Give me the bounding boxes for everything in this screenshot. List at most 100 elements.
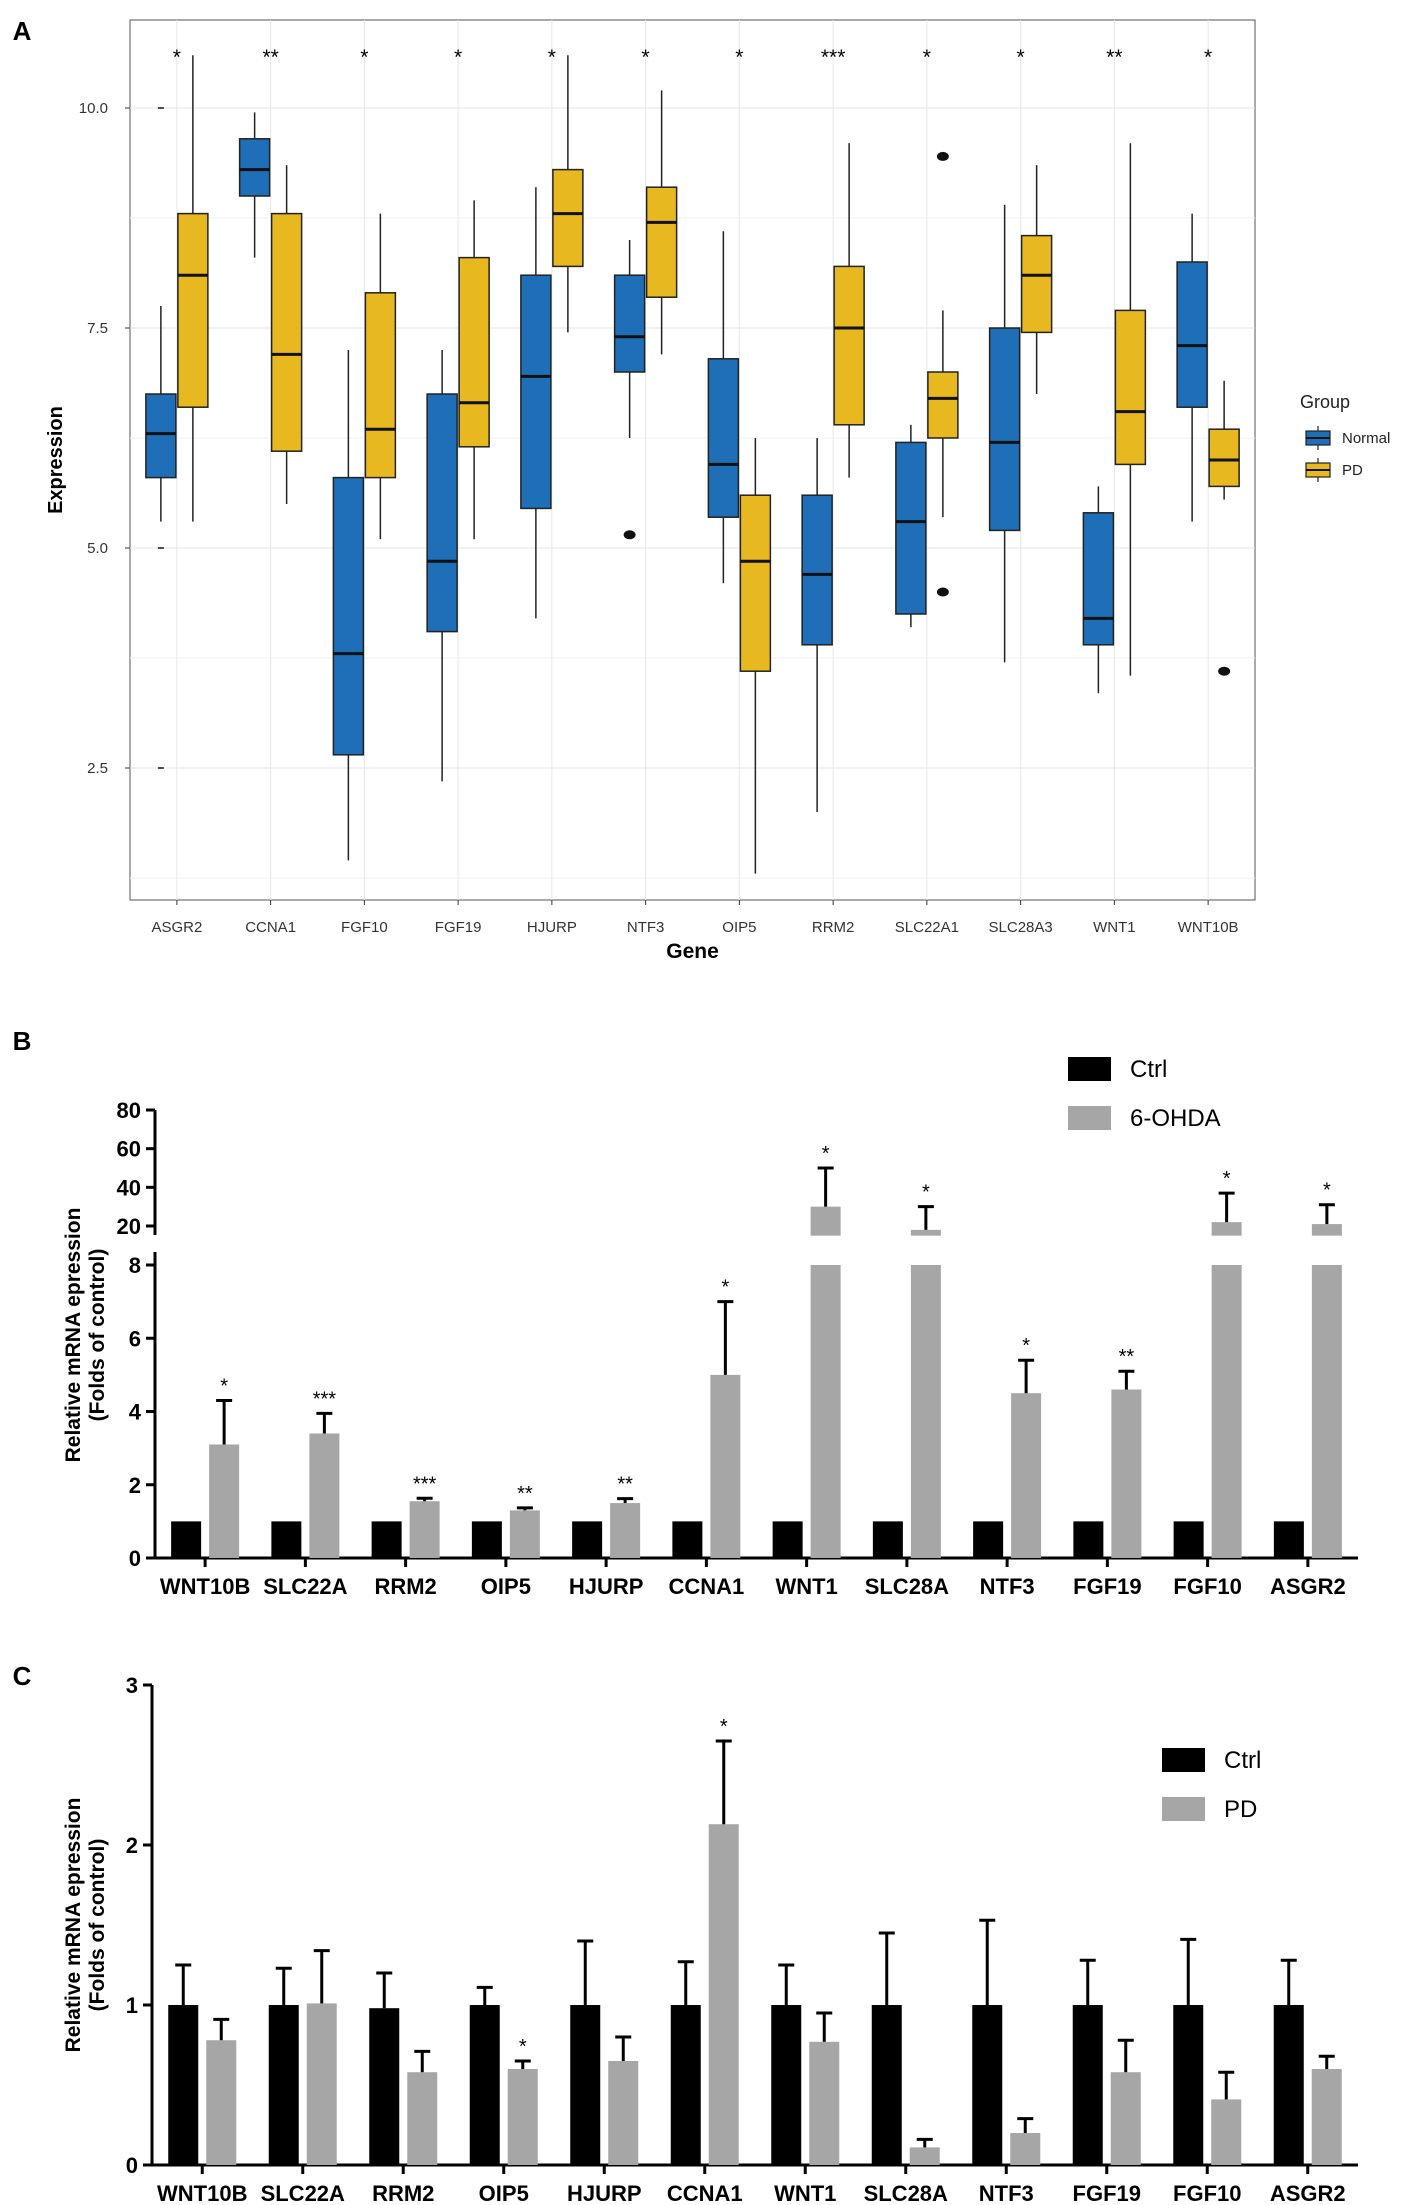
box-normal (707, 358, 740, 518)
bar-ctrl (771, 2005, 802, 2165)
x-tick-label: RRM2 (372, 2181, 434, 2205)
outlier-point (936, 151, 949, 161)
bar-ctrl (268, 2005, 299, 2165)
significance-a: * (173, 46, 181, 69)
significance: * (721, 1277, 729, 1299)
x-tick-label: SLC22A (261, 2181, 345, 2205)
x-tick-label: OIP5 (481, 1574, 531, 1599)
x-tick-label-a: NTF3 (627, 919, 665, 936)
y-tick-label: 1 (126, 1993, 138, 2018)
box-pd (552, 168, 584, 268)
x-tick-label: HJURP (567, 2181, 642, 2205)
bar-ctrl (570, 2005, 601, 2165)
x-tick-label: WNT10B (160, 1574, 250, 1599)
bar-ctrl (471, 1521, 502, 1558)
significance: * (519, 2036, 527, 2058)
significance-a: *** (821, 46, 846, 69)
x-tick-label-a: SLC28A3 (989, 919, 1053, 936)
bar-ctrl (973, 1521, 1004, 1558)
significance: *** (413, 1473, 437, 1495)
x-tick-label: CCNA1 (667, 2181, 743, 2205)
legend-key-ctrl (1068, 1057, 1111, 1081)
bar-ctrl (1173, 1521, 1204, 1558)
x-tick-label: OIP5 (479, 2181, 529, 2205)
bar-ctrl (369, 2008, 400, 2165)
box-normal (613, 274, 646, 373)
x-tick-label-a: RRM2 (812, 919, 855, 936)
box-pd (739, 494, 772, 672)
significance: * (1323, 1180, 1331, 1202)
bar-ctrl (1273, 2005, 1304, 2165)
bar-ctrl (572, 1521, 603, 1558)
bar-6-ohda (1311, 1265, 1342, 1558)
bar-ctrl (469, 2005, 500, 2165)
outlier-point (1218, 666, 1231, 676)
bar-6-ohda (810, 1206, 841, 1236)
x-tick-label: FGF10 (1173, 2181, 1241, 2205)
box-normal (895, 441, 927, 615)
significance: * (1223, 1168, 1231, 1190)
significance: * (822, 1143, 830, 1165)
significance-a: ** (1106, 46, 1122, 69)
bar-pd (1110, 2072, 1141, 2165)
y-tick-label: 4 (129, 1400, 142, 1425)
significance: ** (617, 1474, 633, 1496)
box-pd (1114, 309, 1147, 466)
bar-pd (206, 2040, 237, 2165)
box-pd (1020, 234, 1053, 334)
legend-label-a: PD (1342, 462, 1363, 479)
y-tick-label-a: 5.0 (87, 540, 108, 557)
bar-ctrl (271, 1521, 302, 1558)
legend-label: Ctrl (1224, 1747, 1261, 1774)
y-tick-label: 6 (129, 1326, 141, 1351)
x-tick-label: SLC28A (864, 2181, 948, 2205)
bar-ctrl (1173, 2005, 1204, 2165)
bar-6-ohda (910, 1229, 941, 1236)
significance-a: * (1204, 46, 1212, 69)
significance-a: * (360, 46, 368, 69)
box-normal (332, 476, 365, 756)
bar-ctrl (972, 2005, 1003, 2165)
bar-ctrl (168, 2005, 199, 2165)
bar-6-ohda (810, 1265, 841, 1558)
outlier-point (936, 587, 949, 597)
bar-6-ohda (610, 1503, 641, 1558)
significance-a: * (548, 46, 556, 69)
bar-6-ohda (910, 1265, 941, 1558)
y-tick-label-a: 2.5 (87, 760, 108, 777)
bar-pd (809, 2041, 840, 2165)
y-axis-label-line2: (Folds of control) (86, 1839, 109, 2012)
significance-a: * (735, 46, 743, 69)
bar-ctrl (1273, 1521, 1304, 1558)
bar-6-ohda (309, 1433, 340, 1558)
bar-ctrl (371, 1521, 402, 1558)
significance: * (220, 1376, 228, 1398)
significance-a: * (454, 46, 462, 69)
y-tick-label: 2 (129, 1473, 141, 1498)
legend-title-a: Group (1300, 392, 1350, 412)
box-pd (927, 371, 959, 439)
significance-a: * (642, 46, 650, 69)
y-axis-label-line1: Relative mRNA epression (62, 1208, 85, 1463)
y-tick-label: 40 (117, 1175, 141, 1200)
outlier-point (623, 530, 636, 540)
bar-6-ohda (509, 1510, 540, 1558)
legend-label: PD (1224, 1796, 1257, 1823)
x-tick-label-a: FGF19 (435, 919, 482, 936)
bar-pd (608, 2061, 639, 2165)
y-axis-label-line1: Relative mRNA epression (62, 1798, 85, 2053)
panel-label-c: C (13, 1661, 32, 1691)
x-tick-label: HJURP (569, 1574, 644, 1599)
x-tick-label-a: ASGR2 (151, 919, 202, 936)
x-tick-label-a: HJURP (527, 919, 577, 936)
y-tick-label-a: 7.5 (87, 320, 108, 337)
bar-pd (1311, 2069, 1342, 2165)
bar-pd (708, 1824, 739, 2165)
legend-key-ctrl (1162, 1748, 1205, 1772)
bar-pd (306, 2003, 337, 2165)
significance: *** (313, 1388, 337, 1410)
x-tick-label-a: FGF10 (341, 919, 388, 936)
significance: ** (517, 1483, 533, 1505)
significance-a: ** (262, 46, 278, 69)
y-tick-label: 8 (129, 1253, 141, 1278)
